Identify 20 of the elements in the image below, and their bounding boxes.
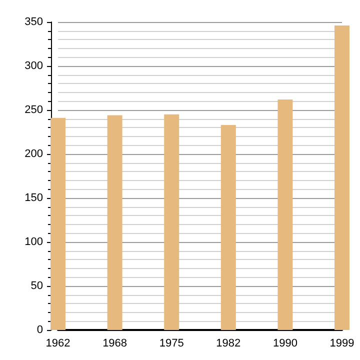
x-tick-label: 1999: [330, 338, 354, 350]
x-tick-label: 1962: [46, 338, 70, 350]
y-tick-label: 50: [30, 280, 43, 292]
y-tick-label: 0: [36, 324, 43, 336]
y-tick-label: 300: [24, 60, 43, 72]
x-tick-label: 1982: [216, 338, 241, 350]
bar: [278, 99, 293, 330]
x-tick-label: 1968: [102, 338, 128, 350]
bar: [164, 114, 180, 330]
bar: [50, 118, 66, 330]
x-tick-label: 1990: [272, 338, 298, 350]
bar: [220, 124, 236, 330]
y-tick-label: 250: [24, 104, 43, 116]
y-tick-label: 350: [24, 16, 43, 28]
bar: [107, 115, 122, 330]
x-tick-label: 1975: [159, 338, 184, 350]
y-tick-label: 150: [24, 192, 43, 204]
y-tick-label: 100: [24, 236, 43, 248]
bar: [334, 26, 350, 330]
y-tick-label: 200: [24, 148, 43, 160]
